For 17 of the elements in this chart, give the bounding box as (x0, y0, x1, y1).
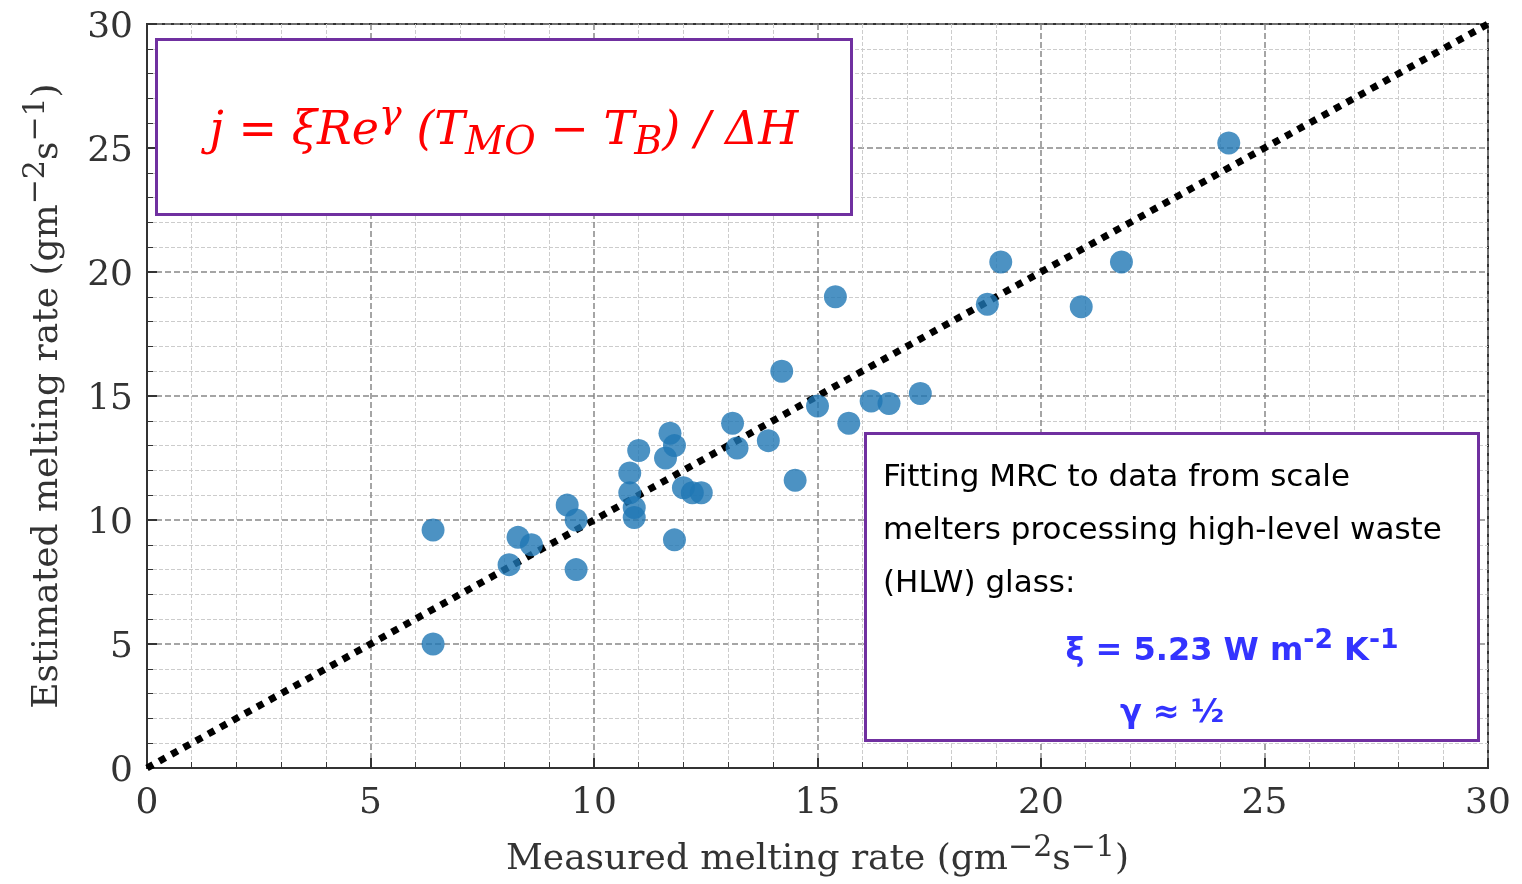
annotation: γ ≈ ½ (1119, 690, 1225, 732)
annotation: Fitting MRC to data from scale melters processing high-level waste (HLW) glass: (883, 456, 1443, 601)
x-tick-label: 10 (571, 779, 617, 821)
x-axis-title: Measured melting rate (gm$^{−2}$s$^{−1}$) (505, 828, 1130, 877)
x-tick-label: 15 (794, 779, 841, 821)
y-tick-label: 25 (87, 127, 133, 169)
x-tick-label: 20 (1018, 779, 1064, 821)
annotation: ξ = 5.23 W m$^{-2}$ K$^{-1}$ (1064, 622, 1400, 670)
y-tick-label: 20 (87, 251, 133, 293)
y-tick-label: 0 (110, 747, 133, 789)
x-tick-label: 25 (1241, 779, 1288, 821)
y-tick-label: 5 (110, 623, 133, 665)
x-tick-label: 5 (359, 779, 382, 821)
y-tick-label: 10 (87, 499, 133, 541)
y-tick-label: 15 (87, 375, 133, 417)
y-tick-label: 30 (87, 3, 133, 45)
x-tick-label: 30 (1465, 779, 1511, 821)
